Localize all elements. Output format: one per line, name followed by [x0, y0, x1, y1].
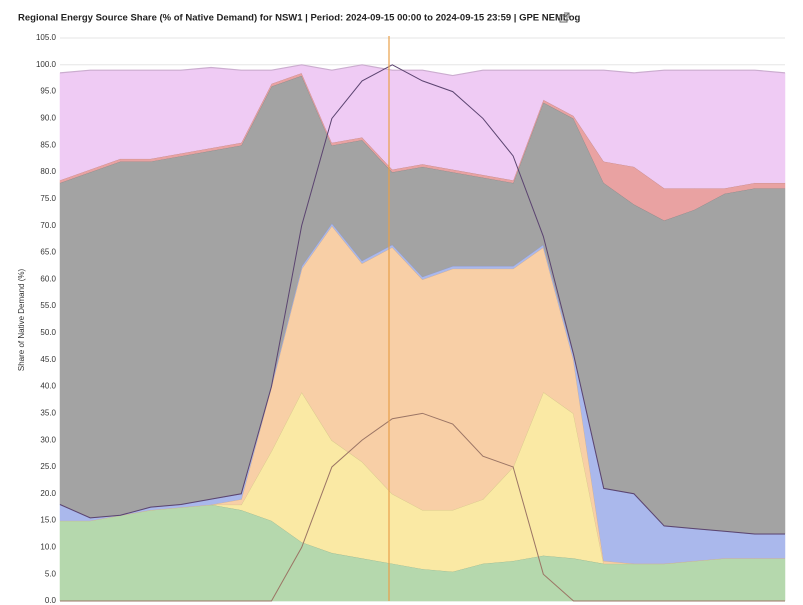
y-tick-label: 95.0 — [40, 87, 56, 96]
area-edge — [59, 64, 786, 77]
y-tick-label: 80.0 — [40, 167, 56, 176]
y-tick-label: 50.0 — [40, 328, 56, 337]
tick-labels: 0.0 5.0 10.0 15.0 20.0 25.0 30.0 35.0 40.0 45.0 50… — [36, 33, 57, 605]
y-tick-label: 60.0 — [40, 274, 56, 283]
chart-title: Regional Energy Source Share (% of Nativ… — [18, 13, 580, 24]
y-tick-label: 25.0 — [40, 462, 56, 471]
y-tick-label: 70.0 — [40, 221, 56, 230]
y-tick-label: 75.0 — [40, 194, 56, 203]
y-tick-label: 30.0 — [40, 435, 56, 444]
y-tick-label: 5.0 — [45, 569, 57, 578]
areas — [59, 64, 786, 602]
y-tick-label: 35.0 — [40, 408, 56, 417]
y-axis-label: Share of Native Demand (%) — [17, 269, 26, 372]
y-tick-label: 85.0 — [40, 140, 56, 149]
y-tick-label: 40.0 — [40, 382, 56, 391]
y-tick-label: 15.0 — [40, 516, 56, 525]
y-tick-label: 90.0 — [40, 114, 56, 123]
y-tick-label: 55.0 — [40, 301, 56, 310]
external-link-icon[interactable] — [559, 12, 570, 23]
y-tick-label: 45.0 — [40, 355, 56, 364]
y-tick-label: 65.0 — [40, 248, 56, 257]
line — [59, 64, 785, 535]
y-tick-label: 105.0 — [36, 33, 57, 42]
line — [60, 412, 785, 602]
y-tick-label: 100.0 — [36, 60, 57, 69]
y-tick-label: 20.0 — [40, 489, 56, 498]
y-tick-label: 10.0 — [40, 542, 56, 551]
lines — [59, 64, 785, 602]
y-tick-label: 0.0 — [45, 596, 57, 605]
